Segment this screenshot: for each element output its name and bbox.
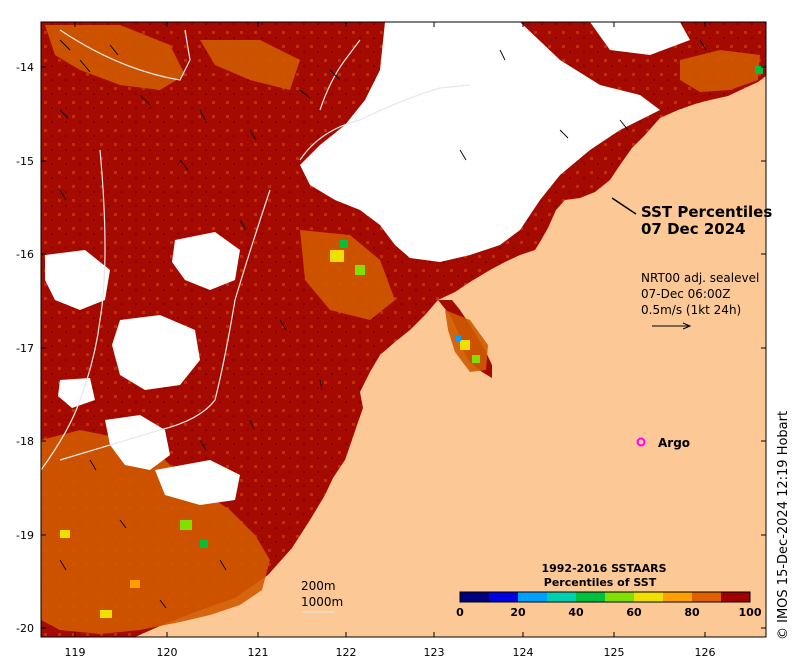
current-vectors: [59, 39, 707, 609]
isobath-1000m: 1000m: [301, 595, 343, 609]
colorbar-tick-label: 40: [568, 606, 584, 619]
lon-label: 122: [336, 646, 357, 659]
colorbar-tick-label: 100: [739, 606, 762, 619]
lat-label: -16: [16, 248, 34, 261]
lat-label: -14: [16, 61, 34, 74]
isobath-lines: [41, 29, 471, 471]
argo-label: Argo: [658, 436, 690, 450]
axis-ticks: [41, 22, 766, 637]
colorbar-segment: [721, 592, 751, 602]
colorbar-segment: [576, 592, 606, 602]
plot-frame: [40, 21, 767, 638]
lon-label: 126: [695, 646, 716, 659]
currents-time: 07-Dec 06:00Z: [641, 287, 730, 301]
colorbar-frame: [459, 591, 751, 603]
lat-label: -15: [16, 155, 34, 168]
currents-scale: 0.5m/s (1kt 24h): [641, 303, 741, 317]
colorbar-ticks: 0 20 40 60 80 100: [456, 606, 762, 619]
colorbar-tick-label: 80: [684, 606, 700, 619]
colorbar: [459, 591, 751, 603]
colorbar-segment: [605, 592, 635, 602]
lon-label: 124: [513, 646, 534, 659]
high-variance-speckles: [60, 66, 763, 618]
lat-label: -19: [16, 529, 34, 542]
lat-label: -17: [16, 342, 34, 355]
map-date: 07 Dec 2024: [641, 220, 746, 238]
lon-label: 125: [604, 646, 625, 659]
lon-label: 120: [157, 646, 178, 659]
colorbar-tick-label: 0: [456, 606, 464, 619]
argo-marker-icon: [636, 437, 646, 447]
lat-label: -20: [16, 622, 34, 635]
lat-label: -18: [16, 435, 34, 448]
title-pointer-line: [611, 197, 637, 215]
cloud-mask: [45, 22, 690, 505]
lon-label: 119: [65, 646, 86, 659]
credit-text: © IMOS 15-Dec-2024 12:19 Hobart: [776, 410, 791, 640]
colorbar-segment: [460, 592, 490, 602]
mid-percentile-patches: [41, 25, 760, 634]
lon-labels: 119 120 121 122 123 124 125 126: [65, 646, 716, 659]
colorbar-title-2: Percentiles of SST: [544, 576, 657, 589]
map-title: SST Percentiles: [641, 203, 772, 221]
currents-source: NRT00 adj. sealevel: [641, 271, 759, 285]
colorbar-tick-label: 60: [626, 606, 642, 619]
colorbar-segment: [489, 592, 519, 602]
lat-labels: -14 -15 -16 -17 -18 -19 -20: [16, 61, 34, 635]
colorbar-title-1: 1992-2016 SSTAARS: [541, 562, 666, 575]
colorbar-segment: [692, 592, 722, 602]
lon-label: 121: [248, 646, 269, 659]
colorbar-segment: [634, 592, 664, 602]
colorbar-segment: [547, 592, 577, 602]
colorbar-tick-label: 20: [510, 606, 526, 619]
lon-label: 123: [424, 646, 445, 659]
scale-arrow-icon: [652, 322, 692, 330]
colorbar-segment: [663, 592, 693, 602]
isobath-200m: 200m: [301, 579, 336, 593]
colorbar-segment: [518, 592, 548, 602]
